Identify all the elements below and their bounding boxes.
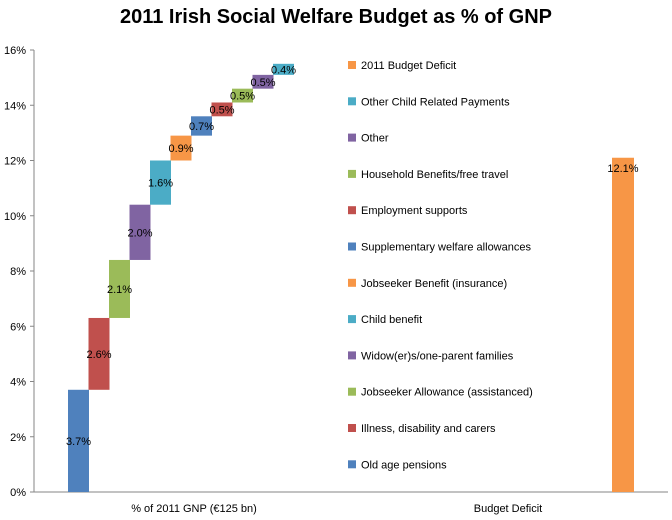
legend-swatch (348, 424, 356, 432)
deficit-bar (612, 157, 634, 493)
data-labels: 3.7%2.6%2.1%2.0%1.6%0.9%0.7%0.5%0.5%0.5%… (66, 64, 639, 448)
waterfall-bar (252, 74, 274, 89)
y-tick-label: 14% (4, 100, 26, 112)
legend-label: Widow(er)s/one-parent families (361, 350, 514, 362)
bar-value-label: 1.6% (148, 178, 173, 190)
legend-item: 2011 Budget Deficit (348, 60, 456, 72)
legend-label: Household Benefits/free travel (361, 169, 508, 181)
legend-swatch (348, 206, 356, 215)
legend-item: Employment supports (348, 205, 468, 217)
legend-label: Other Child Related Payments (361, 96, 510, 108)
legend-swatch (348, 460, 356, 469)
waterfall-bar (211, 102, 233, 117)
waterfall-bar (170, 135, 192, 161)
bars (68, 63, 634, 493)
waterfall-bar (273, 63, 294, 75)
legend-item: Other (348, 133, 389, 145)
legend-swatch (348, 351, 356, 360)
legend-label: Employment supports (361, 205, 468, 217)
legend-label: Jobseeker Benefit (insurance) (361, 278, 507, 290)
bar-value-label: 0.4% (271, 64, 296, 76)
x-category-label: Budget Deficit (474, 503, 542, 515)
deficit-value-label: 12.1% (607, 163, 638, 175)
y-tick-label: 2% (10, 432, 26, 444)
bar-value-label: 0.9% (168, 143, 193, 155)
legend-swatch (348, 61, 356, 69)
legend-swatch (348, 133, 356, 142)
legend-item: Household Benefits/free travel (348, 169, 508, 181)
legend-label: Supplementary welfare allowances (361, 242, 531, 254)
y-tick-label: 4% (10, 377, 26, 389)
y-tick-label: 6% (10, 321, 26, 333)
bar-value-label: 3.7% (66, 436, 91, 448)
bar-value-label: 2.1% (107, 284, 132, 296)
waterfall-bar (232, 88, 253, 103)
legend-swatch (348, 169, 356, 178)
legend-item: Widow(er)s/one-parent families (348, 350, 514, 362)
bar-value-label: 0.5% (209, 104, 234, 116)
legend-item: Child benefit (348, 314, 422, 326)
legend-item: Jobseeker Allowance (assistanced) (348, 387, 533, 399)
legend-item: Jobseeker Benefit (insurance) (348, 278, 507, 290)
y-tick-label: 8% (10, 266, 26, 278)
legend-label: Jobseeker Allowance (assistanced) (361, 387, 533, 399)
legend-item: Other Child Related Payments (348, 96, 510, 108)
waterfall-bar (191, 116, 212, 136)
legend-swatch (348, 315, 356, 324)
legend-label: Illness, disability and carers (361, 423, 496, 435)
legend-label: Other (361, 133, 389, 145)
x-category-label: % of 2011 GNP (€125 bn) (131, 503, 257, 515)
legend-item: Supplementary welfare allowances (348, 242, 531, 254)
chart-title: 2011 Irish Social Welfare Budget as % of… (119, 6, 552, 28)
bar-value-label: 2.0% (127, 227, 152, 239)
waterfall-bar (129, 204, 151, 260)
y-tick-label: 0% (10, 487, 26, 499)
legend-swatch (348, 97, 356, 106)
bar-value-label: 2.6% (86, 349, 111, 361)
y-tick-label: 10% (4, 211, 26, 223)
y-tick-label: 16% (4, 45, 26, 57)
waterfall-bar (88, 317, 110, 390)
legend-label: Old age pensions (361, 459, 447, 471)
legend: 2011 Budget Deficit Other Child Related P… (348, 60, 533, 471)
legend-swatch (348, 278, 356, 287)
bar-value-label: 0.5% (230, 91, 255, 103)
bar-value-label: 0.7% (189, 121, 214, 133)
waterfall-bar (68, 389, 89, 492)
y-tick-label: 12% (4, 156, 26, 168)
axes: 0% 2% 4% 6% 8% 10% 12% 14% 16% % of 2011 GNP (€12… (4, 45, 668, 515)
legend-label: 2011 Budget Deficit (361, 60, 456, 72)
legend-swatch (348, 242, 356, 251)
legend-item: Old age pensions (348, 459, 447, 471)
legend-swatch (348, 387, 356, 396)
waterfall-bar (150, 160, 171, 205)
bar-value-label: 0.5% (250, 77, 275, 89)
legend-item: Illness, disability and carers (348, 423, 496, 435)
legend-label: Child benefit (361, 314, 422, 326)
waterfall-bar (109, 259, 130, 318)
